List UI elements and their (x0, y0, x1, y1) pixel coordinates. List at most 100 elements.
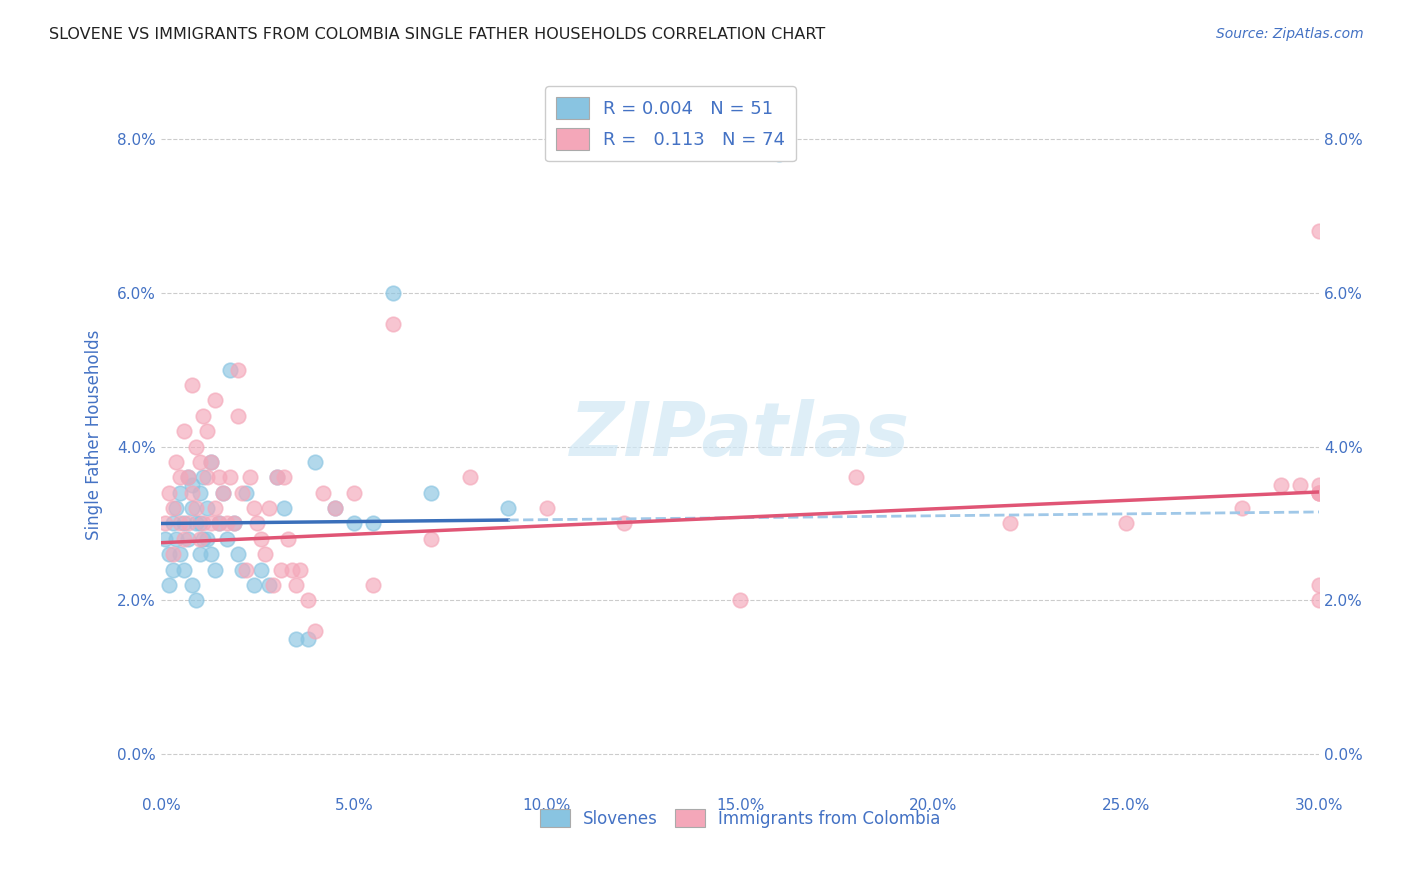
Point (250, 563, 273, 577)
Point (613, 516, 636, 531)
Text: ZIPatlas: ZIPatlas (569, 399, 910, 472)
Point (193, 532, 215, 546)
Point (266, 470, 288, 484)
Point (458, 470, 481, 484)
Point (173, 516, 195, 531)
Point (304, 455, 326, 469)
Point (288, 563, 311, 577)
Point (297, 632, 319, 646)
Point (224, 516, 246, 531)
Point (312, 485, 335, 500)
Point (231, 485, 253, 500)
Point (200, 516, 222, 531)
Point (200, 547, 222, 561)
Point (180, 485, 202, 500)
Point (323, 501, 346, 516)
Point (180, 378, 202, 392)
Point (177, 532, 200, 546)
Point (323, 501, 346, 516)
Point (270, 563, 292, 577)
Point (219, 470, 242, 484)
Point (211, 485, 233, 500)
Point (266, 470, 288, 484)
Point (200, 455, 222, 469)
Point (361, 578, 384, 592)
Point (1308, 578, 1330, 592)
Point (193, 470, 215, 484)
Point (246, 516, 269, 531)
Point (162, 547, 184, 561)
Point (498, 501, 520, 516)
Point (215, 516, 238, 531)
Point (193, 409, 215, 423)
Point (208, 470, 231, 484)
Point (1270, 478, 1292, 492)
Point (157, 547, 180, 561)
Point (169, 516, 191, 531)
Point (173, 563, 195, 577)
Point (1308, 485, 1330, 500)
Point (173, 424, 195, 438)
Point (235, 485, 257, 500)
Point (177, 470, 200, 484)
Point (239, 470, 262, 484)
Point (169, 470, 191, 484)
Point (420, 485, 443, 500)
Point (177, 470, 200, 484)
Point (184, 593, 207, 607)
Point (195, 532, 218, 546)
Point (231, 563, 253, 577)
Point (195, 424, 218, 438)
Point (304, 624, 326, 639)
Point (184, 501, 207, 516)
Point (204, 501, 226, 516)
Point (184, 440, 207, 454)
Point (165, 501, 187, 516)
Point (157, 485, 180, 500)
Point (188, 455, 211, 469)
Point (165, 532, 187, 546)
Point (285, 632, 308, 646)
Point (162, 501, 184, 516)
Point (235, 563, 257, 577)
Point (1308, 224, 1330, 238)
Point (1308, 593, 1330, 607)
Point (204, 563, 226, 577)
Point (343, 485, 366, 500)
Point (188, 547, 211, 561)
Point (1308, 478, 1330, 492)
Point (1000, 516, 1022, 531)
Point (195, 470, 218, 484)
Point (420, 532, 443, 546)
Point (254, 547, 277, 561)
Point (153, 532, 176, 546)
Point (180, 501, 202, 516)
Point (281, 563, 304, 577)
Point (169, 547, 191, 561)
Point (768, 147, 790, 161)
Point (208, 516, 231, 531)
Point (242, 501, 264, 516)
Point (177, 516, 200, 531)
Point (162, 516, 184, 531)
Point (285, 578, 308, 592)
Point (250, 532, 273, 546)
Point (845, 470, 868, 484)
Point (343, 516, 366, 531)
Point (381, 285, 404, 300)
Point (215, 532, 238, 546)
Point (226, 362, 249, 376)
Point (200, 455, 222, 469)
Point (277, 532, 299, 546)
Point (165, 455, 187, 469)
Point (195, 501, 218, 516)
Legend: Slovenes, Immigrants from Colombia: Slovenes, Immigrants from Colombia (533, 803, 948, 834)
Text: Source: ZipAtlas.com: Source: ZipAtlas.com (1216, 27, 1364, 41)
Point (180, 478, 202, 492)
Point (211, 485, 233, 500)
Point (204, 393, 226, 408)
Point (381, 317, 404, 331)
Point (226, 547, 249, 561)
Point (262, 578, 284, 592)
Text: SLOVENE VS IMMIGRANTS FROM COLOMBIA SINGLE FATHER HOUSEHOLDS CORRELATION CHART: SLOVENE VS IMMIGRANTS FROM COLOMBIA SING… (49, 27, 825, 42)
